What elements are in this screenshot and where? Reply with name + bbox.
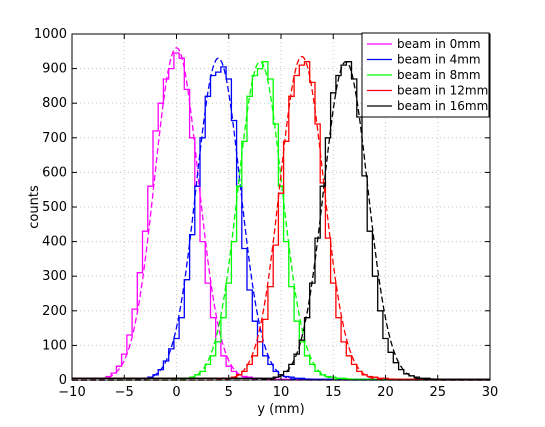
legend-entry: beam in 12mm (397, 84, 488, 98)
x-tick-label: −5 (115, 385, 134, 400)
legend-entry: beam in 16mm (397, 99, 488, 113)
y-tick-label: 600 (42, 165, 67, 180)
legend-entry: beam in 8mm (397, 68, 481, 82)
y-tick-label: 100 (42, 338, 67, 353)
y-tick-label: 200 (42, 304, 67, 319)
y-tick-label: 900 (42, 62, 67, 77)
histogram-series-0 (72, 52, 490, 380)
y-tick-label: 400 (42, 235, 67, 250)
x-tick-label: 10 (273, 385, 290, 400)
x-tick-label: 5 (225, 385, 233, 400)
y-axis-ticks: 0 100 200 300 400 500 600 700 800 900 1000 (34, 27, 490, 388)
legend-entry: beam in 4mm (397, 53, 481, 67)
x-tick-label: 25 (429, 385, 446, 400)
y-tick-label: 800 (42, 96, 67, 111)
x-tick-label: 20 (377, 385, 394, 400)
y-tick-label: 500 (42, 200, 67, 215)
histogram-series-4 (72, 61, 490, 380)
x-tick-label: 0 (172, 385, 180, 400)
y-tick-label: 1000 (34, 27, 67, 42)
y-tick-label: 300 (42, 269, 67, 284)
x-tick-label: −10 (58, 385, 85, 400)
x-tick-label: 30 (482, 385, 499, 400)
x-tick-label: 15 (325, 385, 342, 400)
y-tick-label: 0 (59, 373, 67, 388)
legend-entry: beam in 0mm (397, 37, 481, 51)
y-axis-title: counts (27, 185, 42, 229)
x-axis-title: y (mm) (257, 402, 304, 417)
y-tick-label: 700 (42, 131, 67, 146)
x-axis-ticks: −10 −5 0 5 10 15 20 25 30 (58, 34, 498, 400)
